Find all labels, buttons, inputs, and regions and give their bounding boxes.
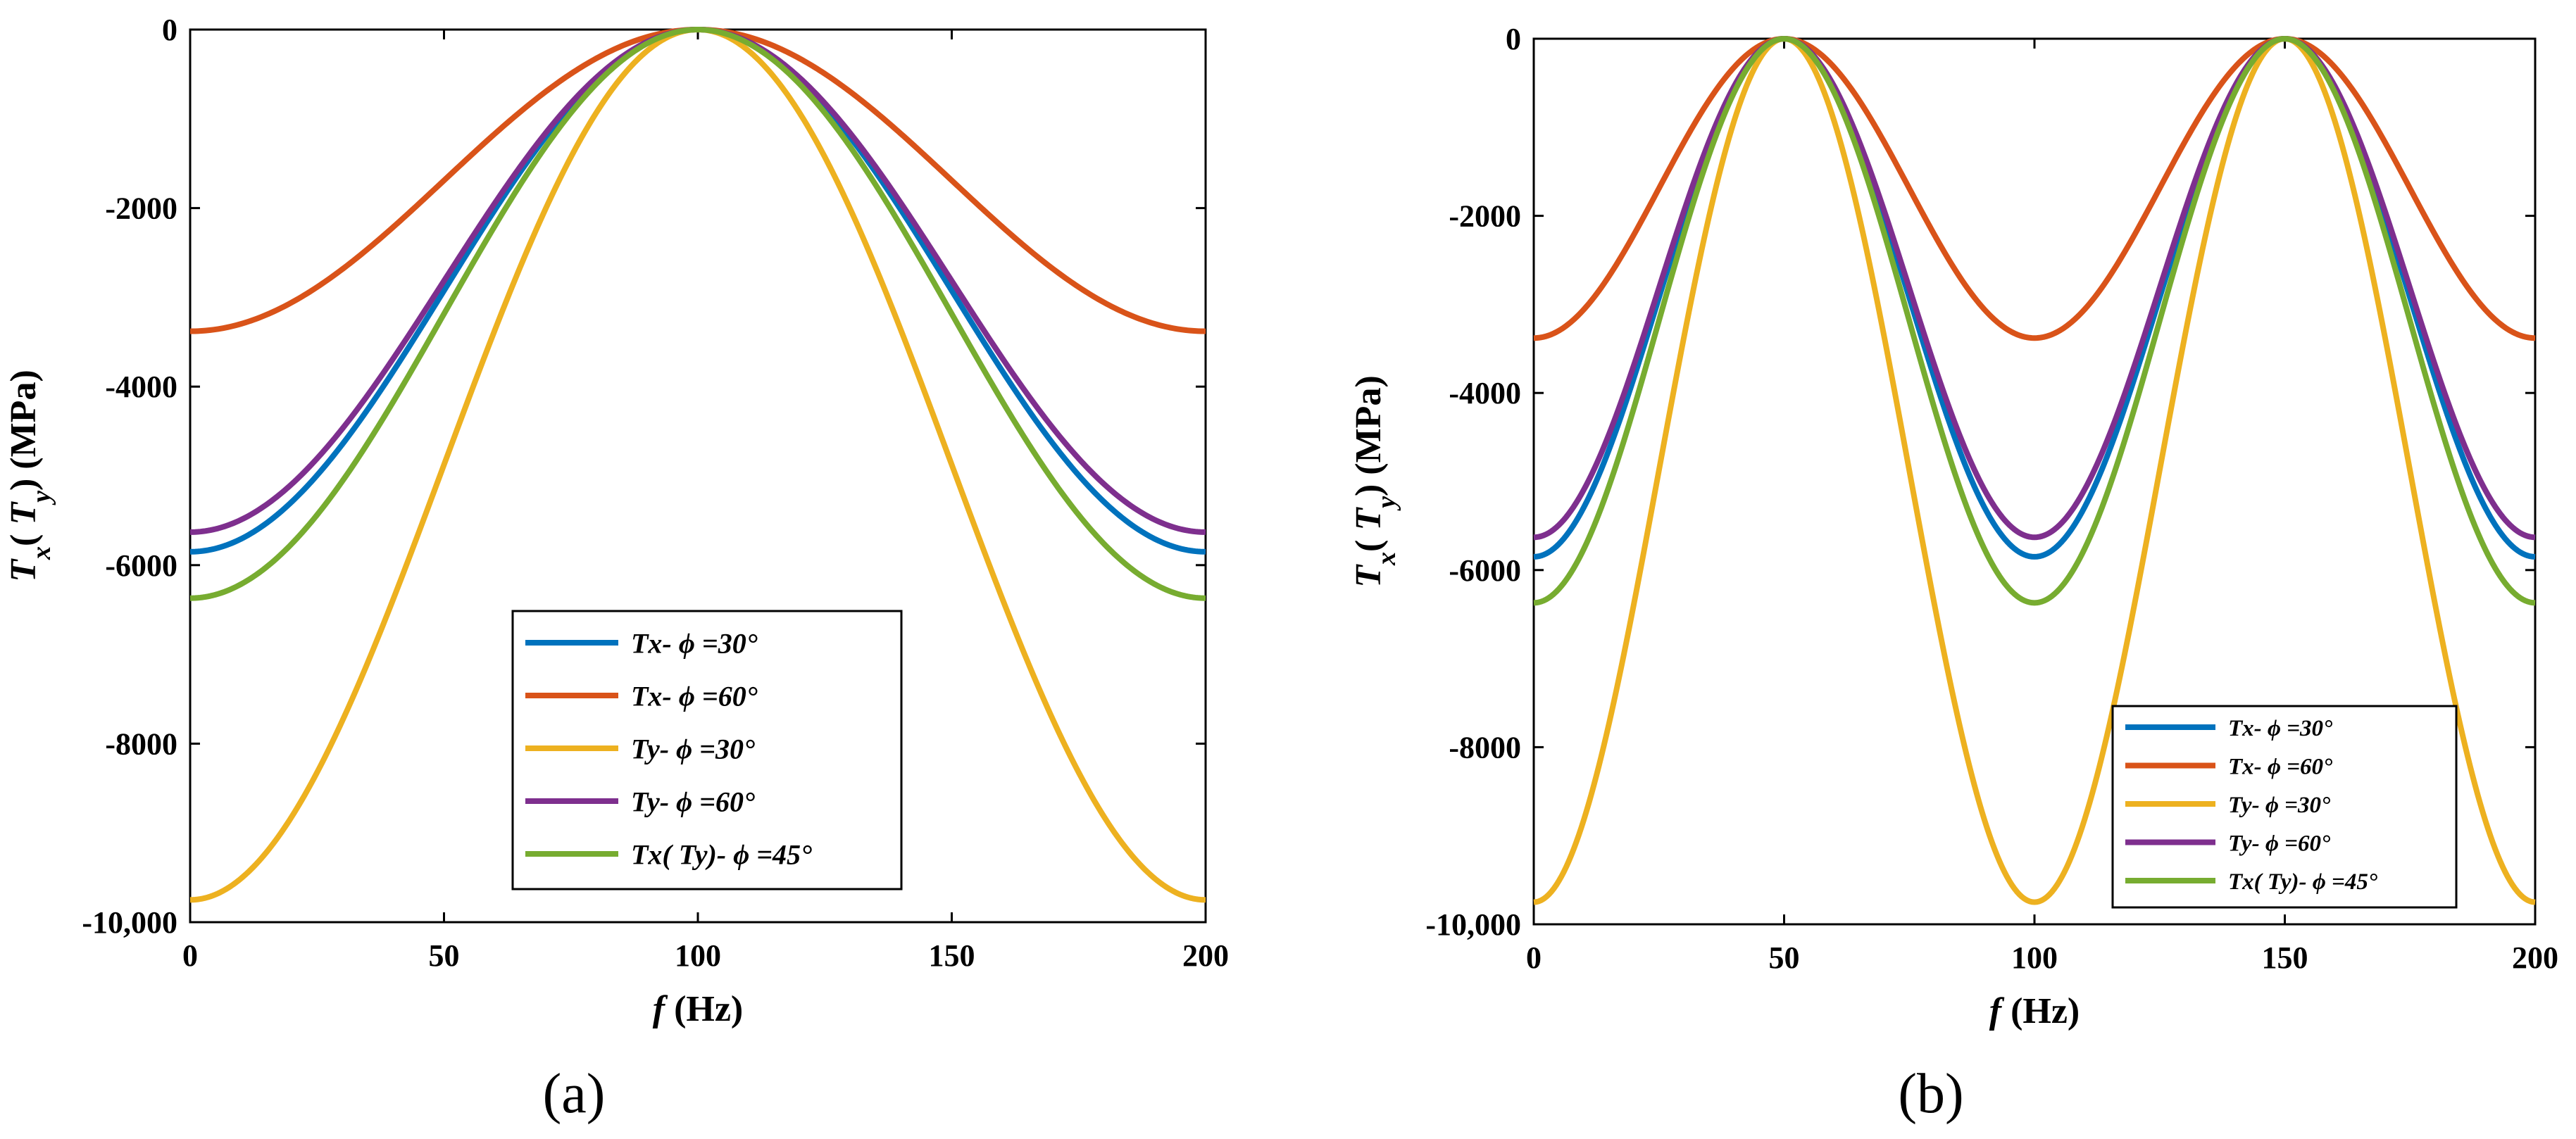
y-axis-label-part: x [27, 546, 56, 560]
y-axis-label-part: y [27, 491, 56, 505]
y-axis-label-part: y [1372, 496, 1401, 511]
x-axis-unit: (Hz) [665, 989, 743, 1029]
series-line-1 [189, 27, 1206, 334]
y-axis-label-part: ( [4, 525, 44, 546]
x-tick-label: 150 [929, 938, 975, 973]
legend-label-2: Ty- ϕ =30° [2228, 793, 2330, 818]
legend: Tx- ϕ =30° Tx- ϕ =60° Ty- ϕ =30° Ty- ϕ =60°… [2111, 705, 2458, 909]
y-tick-label: -2000 [105, 191, 177, 226]
y-tick-label: -8000 [1449, 730, 1521, 764]
y-axis-label-part: T [4, 558, 44, 582]
y-axis-label-part: T [4, 501, 44, 525]
series-line-4 [189, 27, 1206, 601]
x-tick-label: 150 [2262, 940, 2308, 975]
y-axis-label-part: ) (MPa) [4, 370, 44, 491]
y-axis-label-part: T [1349, 564, 1389, 588]
y-axis-label-part: ) (MPa) [1349, 375, 1389, 496]
x-axis-unit: (Hz) [2001, 991, 2080, 1031]
legend-label-1: Tx- ϕ =60° [2228, 754, 2332, 779]
legend-label-1: Tx- ϕ =60° [631, 680, 758, 712]
series-line-0 [1533, 36, 2536, 560]
y-axis-label-part: ( [1349, 531, 1389, 552]
series-line-1 [1533, 36, 2536, 341]
legend-label-3: Ty- ϕ =60° [631, 786, 755, 817]
legend-label-2: Ty- ϕ =30° [631, 733, 755, 764]
x-tick-label: 50 [429, 938, 460, 973]
y-tick-label: -4000 [105, 370, 177, 404]
series-line-3 [189, 27, 1206, 535]
y-tick-label: -4000 [1449, 376, 1521, 410]
legend-label-3: Ty- ϕ =60° [2228, 831, 2330, 856]
x-tick-label: 0 [182, 938, 198, 973]
y-tick-label: -8000 [105, 726, 177, 761]
series-line-3 [1533, 36, 2536, 541]
legend: Tx- ϕ =30° Tx- ϕ =60° Ty- ϕ =30° Ty- ϕ =60°… [511, 610, 903, 891]
legend-label-4: Tx( Ty)- ϕ =45° [631, 838, 812, 870]
legend-label-4: Tx( Ty)- ϕ =45° [2228, 869, 2377, 895]
legend-label-0: Tx- ϕ =30° [2228, 716, 2332, 741]
x-tick-label: 100 [2011, 940, 2058, 975]
y-tick-label: -10,000 [1425, 907, 1521, 942]
series-line-2 [1533, 36, 2536, 905]
x-tick-label: 0 [1526, 940, 1542, 975]
y-tick-label: -10,000 [82, 905, 177, 940]
chart-panel-b: 0 50 100 150 200 0 -2000 -4000 -6000 -8000 -10,000… [1349, 22, 2558, 1125]
y-tick-label: 0 [1506, 22, 1521, 56]
y-tick-label: -2000 [1449, 199, 1521, 234]
legend-label-0: Tx- ϕ =30° [631, 627, 758, 659]
x-axis-label: f (Hz) [1989, 991, 2080, 1031]
subfigure-label: (a) [543, 1063, 606, 1125]
y-tick-label: -6000 [1449, 553, 1521, 588]
x-axis-label: f (Hz) [653, 989, 744, 1029]
y-axis-label: Tx( Ty) (MPa) [4, 370, 56, 582]
y-tick-label: -6000 [105, 548, 177, 583]
y-tick-label: 0 [162, 13, 177, 47]
x-tick-label: 200 [1182, 938, 1229, 973]
x-tick-label: 200 [2512, 940, 2558, 975]
series-line-0 [189, 27, 1206, 555]
x-axis-variable: f [653, 989, 668, 1029]
chart-panel-a: 0 50 100 150 200 0 -2000 -4000 -6000 -8000 -10,000… [4, 13, 1229, 1125]
y-axis-label-part: T [1349, 507, 1389, 531]
x-axis-variable: f [1989, 991, 2005, 1031]
x-tick-label: 50 [1769, 940, 1800, 975]
series-line-4 [1533, 36, 2536, 606]
x-tick-label: 100 [675, 938, 721, 973]
y-axis-label-part: x [1372, 552, 1401, 566]
y-axis-label: Tx( Ty) (MPa) [1349, 375, 1401, 588]
subfigure-label: (b) [1898, 1063, 1963, 1125]
